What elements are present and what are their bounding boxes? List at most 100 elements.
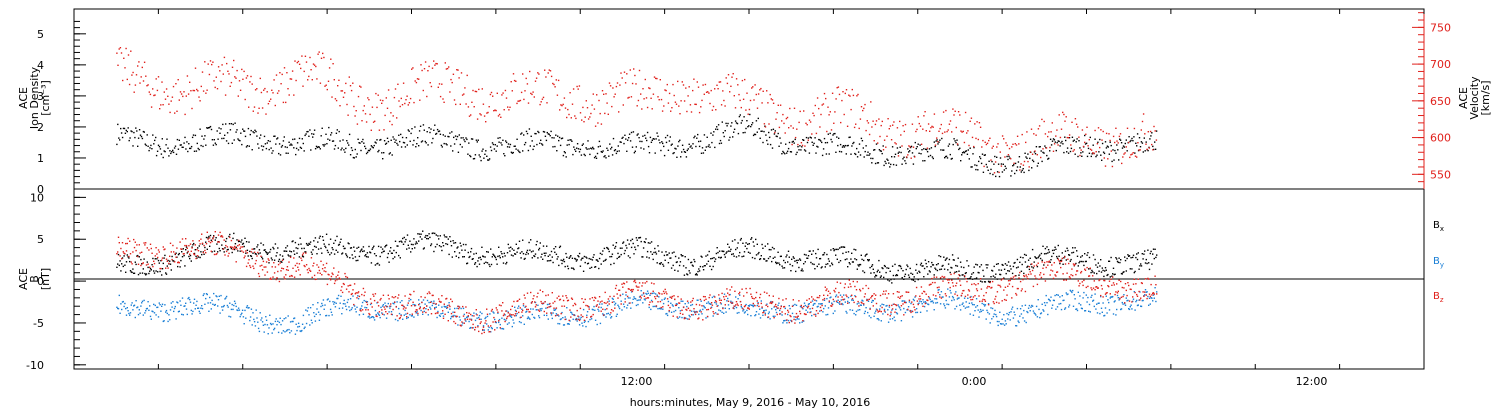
bz-series-point — [190, 250, 192, 252]
by-series-point — [1053, 299, 1055, 302]
by-series-point — [335, 302, 337, 304]
velocity-series-point — [513, 79, 516, 82]
bx-series-point — [216, 243, 218, 245]
bx-series-point — [1023, 272, 1025, 275]
velocity-series-point — [574, 115, 576, 117]
bz-series-point — [201, 242, 204, 244]
bx-series-point — [886, 267, 888, 269]
bx-series-point — [867, 260, 870, 262]
by-series-point — [352, 295, 354, 297]
density-series-point — [738, 115, 741, 118]
bx-series-point — [213, 235, 215, 237]
velocity-series-point — [767, 102, 769, 104]
density-series-point — [909, 150, 911, 152]
bx-series-point — [999, 273, 1001, 276]
by-series-point — [837, 299, 839, 301]
density-series-point — [516, 138, 518, 140]
velocity-series-point — [999, 151, 1001, 153]
by-series-point — [593, 305, 595, 308]
bz-series-point — [165, 267, 167, 269]
bx-series-point — [641, 256, 643, 258]
by-series-point — [478, 314, 481, 317]
bx-series-point — [827, 258, 830, 260]
by-series-point — [485, 316, 487, 319]
density-series-point — [895, 164, 898, 166]
by-series-point — [922, 299, 924, 301]
by-series-point — [638, 299, 640, 301]
bx-series-point — [623, 252, 626, 255]
bx-series-point — [249, 255, 252, 257]
bz-series-point — [214, 231, 216, 233]
bx-series-point — [277, 260, 280, 262]
by-series-point — [284, 331, 286, 333]
bz-series-point — [288, 261, 290, 263]
by-series-point — [588, 306, 590, 308]
by-series-point — [233, 304, 235, 307]
bx-series-point — [1141, 253, 1143, 255]
bz-series-point — [197, 255, 199, 257]
by-series-point — [604, 308, 606, 311]
density-series-point — [418, 145, 420, 147]
bx-series-point — [1068, 254, 1070, 256]
bz-series-point — [161, 259, 163, 261]
bx-series-point — [298, 256, 301, 258]
density-series-point — [195, 150, 198, 152]
bx-series-point — [688, 270, 690, 272]
bx-series-point — [288, 255, 290, 257]
density-series-point — [911, 152, 914, 154]
bx-series-point — [879, 276, 882, 278]
bz-series-point — [183, 253, 185, 255]
bx-series-point — [874, 276, 876, 278]
density-series-point — [362, 138, 364, 141]
bx-series-point — [879, 271, 881, 273]
by-series-point — [924, 301, 927, 303]
bx-series-point — [251, 257, 253, 260]
bx-series-point — [520, 257, 522, 259]
bx-series-point — [855, 259, 858, 261]
by-series-point — [916, 311, 919, 314]
density-series-point — [326, 143, 328, 145]
density-series-point — [981, 153, 984, 155]
density-series-point — [1112, 149, 1114, 151]
velocity-series-point — [1074, 118, 1077, 120]
bz-series-point — [141, 262, 144, 265]
bx-series-point — [639, 236, 642, 239]
velocity-series-point — [259, 77, 261, 80]
by-series-point — [554, 308, 557, 310]
bx-series-point — [1124, 256, 1126, 258]
bz-series-point — [281, 267, 283, 269]
by-series-point — [605, 316, 607, 318]
by-series-point — [306, 310, 309, 312]
bz-series-point — [123, 252, 125, 254]
velocity-series-point — [828, 114, 830, 116]
bx-series-point — [555, 253, 558, 255]
density-series-point — [926, 151, 929, 153]
density-series-point — [716, 128, 719, 131]
by-series-point — [886, 304, 888, 307]
bx-series-point — [983, 275, 985, 277]
velocity-series-point — [620, 72, 622, 74]
density-series-point — [733, 131, 735, 133]
by-series-point — [1043, 302, 1046, 304]
velocity-series-point — [994, 161, 997, 163]
bx-series-point — [466, 262, 469, 264]
density-series-point — [1022, 168, 1024, 170]
bx-series-point — [514, 253, 516, 255]
bx-series-point — [747, 251, 750, 253]
velocity-series-point — [912, 146, 915, 148]
bz-series-point — [209, 241, 212, 244]
by-series-point — [1014, 314, 1016, 316]
velocity-series-point — [386, 107, 389, 109]
density-series-point — [364, 145, 366, 148]
by-series-point — [518, 321, 521, 323]
bx-series-point — [345, 254, 348, 257]
bx-series-point — [265, 252, 268, 254]
density-series-point — [982, 171, 985, 173]
bx-series-point — [618, 256, 620, 258]
density-series-point — [1104, 141, 1107, 143]
velocity-series-point — [368, 99, 370, 101]
velocity-series-point — [679, 113, 681, 115]
by-series-point — [783, 320, 785, 322]
density-series-point — [639, 140, 641, 143]
by-series-point — [947, 288, 949, 290]
